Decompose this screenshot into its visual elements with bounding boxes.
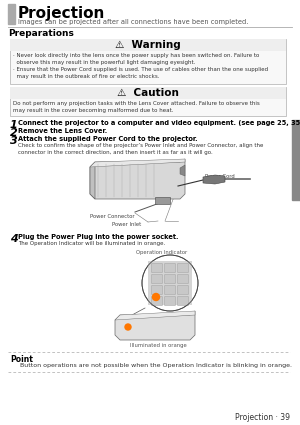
Circle shape	[152, 294, 160, 300]
FancyBboxPatch shape	[152, 275, 163, 283]
Text: · Never look directly into the lens once the power supply has been switched on. : · Never look directly into the lens once…	[13, 53, 268, 79]
Circle shape	[125, 324, 131, 330]
Polygon shape	[90, 159, 185, 167]
Bar	[10, 39, 286, 84]
Bar	[10, 39, 286, 51]
Text: ⚠  Warning: ⚠ Warning	[115, 40, 181, 50]
Text: Button operations are not possible when the Operation Indicator is blinking in o: Button operations are not possible when …	[20, 363, 292, 368]
Text: Power Inlet: Power Inlet	[112, 222, 141, 227]
Text: Power Connector: Power Connector	[90, 214, 135, 219]
Text: ⚠  Caution: ⚠ Caution	[117, 88, 179, 98]
Text: The Operation Indicator will be illuminated in orange.: The Operation Indicator will be illumina…	[18, 241, 165, 246]
Text: Point: Point	[10, 355, 33, 364]
Polygon shape	[115, 311, 195, 320]
Text: Projection: Projection	[18, 6, 105, 21]
FancyBboxPatch shape	[178, 275, 188, 283]
Text: Connect the projector to a computer and video equipment. (see page 25, 35): Connect the projector to a computer and …	[18, 120, 300, 126]
FancyBboxPatch shape	[152, 264, 163, 272]
Text: Do not perform any projection tasks with the Lens Cover attached. Failure to obs: Do not perform any projection tasks with…	[13, 101, 260, 113]
Text: Remove the Lens Cover.: Remove the Lens Cover.	[18, 128, 107, 134]
Polygon shape	[203, 175, 225, 184]
Bar	[148, 261, 192, 305]
FancyBboxPatch shape	[178, 286, 188, 295]
FancyBboxPatch shape	[178, 264, 188, 272]
Polygon shape	[90, 159, 185, 199]
Text: Operation Indicator: Operation Indicator	[136, 250, 188, 255]
FancyBboxPatch shape	[164, 275, 175, 283]
Polygon shape	[115, 311, 195, 340]
Bar	[292, 120, 300, 200]
Text: Illuminated in orange: Illuminated in orange	[130, 343, 186, 348]
FancyBboxPatch shape	[164, 286, 175, 295]
Text: Check to confirm the shape of the projector’s Power Inlet and Power Connector, a: Check to confirm the shape of the projec…	[18, 143, 263, 155]
Polygon shape	[180, 165, 185, 176]
Text: Plug the Power Plug into the power socket.: Plug the Power Plug into the power socke…	[18, 234, 178, 240]
Bar	[8, 4, 15, 24]
Bar	[10, 87, 286, 99]
Bar	[10, 87, 286, 116]
Text: Images can be projected after all connections have been completed.: Images can be projected after all connec…	[18, 19, 248, 25]
FancyBboxPatch shape	[164, 264, 175, 272]
Text: 3: 3	[10, 136, 18, 146]
Polygon shape	[90, 162, 95, 199]
Bar	[155, 197, 170, 204]
Text: 2: 2	[10, 128, 18, 138]
FancyBboxPatch shape	[164, 297, 175, 306]
FancyBboxPatch shape	[178, 297, 188, 306]
Text: Preparations: Preparations	[8, 29, 74, 38]
Text: Power Cord: Power Cord	[205, 174, 235, 179]
Text: 1: 1	[10, 120, 18, 130]
Text: Projection · 39: Projection · 39	[235, 413, 290, 422]
Text: Attach the supplied Power Cord to the projector.: Attach the supplied Power Cord to the pr…	[18, 136, 198, 142]
Circle shape	[142, 255, 198, 311]
FancyBboxPatch shape	[152, 286, 163, 295]
Text: 4: 4	[10, 234, 18, 244]
FancyBboxPatch shape	[152, 297, 163, 306]
